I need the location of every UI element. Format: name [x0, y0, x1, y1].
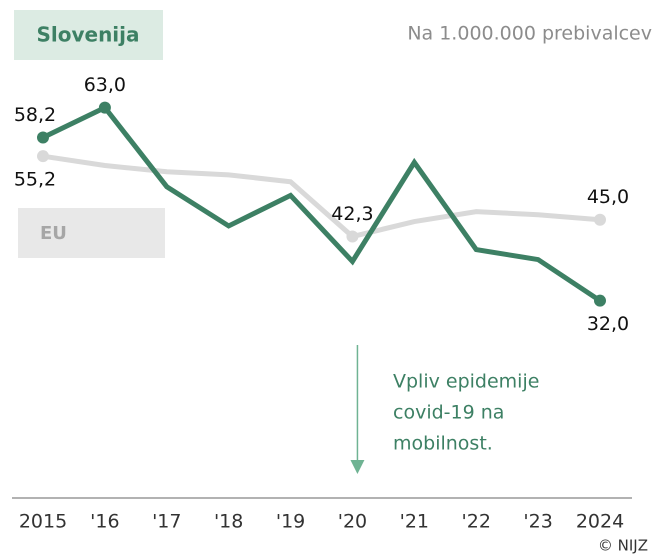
legend-box	[14, 10, 163, 60]
source: © NIJZ	[598, 537, 648, 555]
legend-box	[18, 208, 165, 258]
line	[41, 104, 602, 303]
x-tick-label: '22	[462, 511, 491, 533]
point	[346, 230, 359, 243]
data-label: 42,3	[331, 203, 373, 225]
x-tick-label: '20	[338, 511, 367, 533]
data-label: 45,0	[587, 186, 629, 208]
annotation-text: covid-19 na	[393, 402, 504, 424]
x-tick-label: '16	[90, 511, 119, 533]
x-tick-label: '21	[400, 511, 429, 533]
x-tick-label: '23	[523, 511, 552, 533]
legend-label: Slovenija	[36, 23, 139, 47]
x-tick-label: '19	[276, 511, 305, 533]
annotation-text: mobilnost.	[393, 433, 493, 455]
point	[594, 213, 606, 226]
x-tick-label: 2015	[19, 511, 67, 533]
point	[37, 150, 49, 163]
x-tick-label: '18	[214, 511, 243, 533]
data-label: 58,2	[14, 104, 56, 126]
x-tick-label: '17	[152, 511, 181, 533]
legend-label: EU	[40, 223, 67, 244]
data-label: 32,0	[587, 313, 629, 335]
point	[37, 131, 49, 144]
annotation-text: Vpliv epidemije	[393, 371, 539, 393]
point	[594, 294, 606, 307]
data-label: 55,2	[14, 169, 56, 191]
subtitle: Na 1.000.000 prebivalcev	[407, 23, 652, 45]
x-tick-label: 2024	[576, 511, 624, 533]
line	[42, 153, 601, 240]
annotation-arrowhead	[350, 460, 365, 474]
point	[98, 101, 111, 114]
data-label: 63,0	[84, 74, 126, 96]
